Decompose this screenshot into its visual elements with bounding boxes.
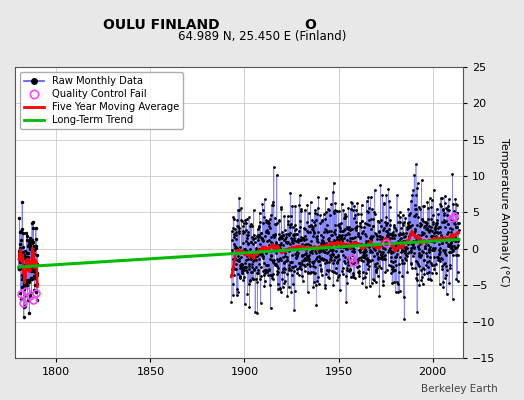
- Legend: Raw Monthly Data, Quality Control Fail, Five Year Moving Average, Long-Term Tren: Raw Monthly Data, Quality Control Fail, …: [20, 72, 183, 129]
- Text: O: O: [304, 18, 316, 32]
- Text: Berkeley Earth: Berkeley Earth: [421, 384, 498, 394]
- Text: 64.989 N, 25.450 E (Finland): 64.989 N, 25.450 E (Finland): [178, 30, 346, 43]
- Text: OULU FINLAND: OULU FINLAND: [103, 18, 220, 32]
- Y-axis label: Temperature Anomaly (°C): Temperature Anomaly (°C): [499, 138, 509, 287]
